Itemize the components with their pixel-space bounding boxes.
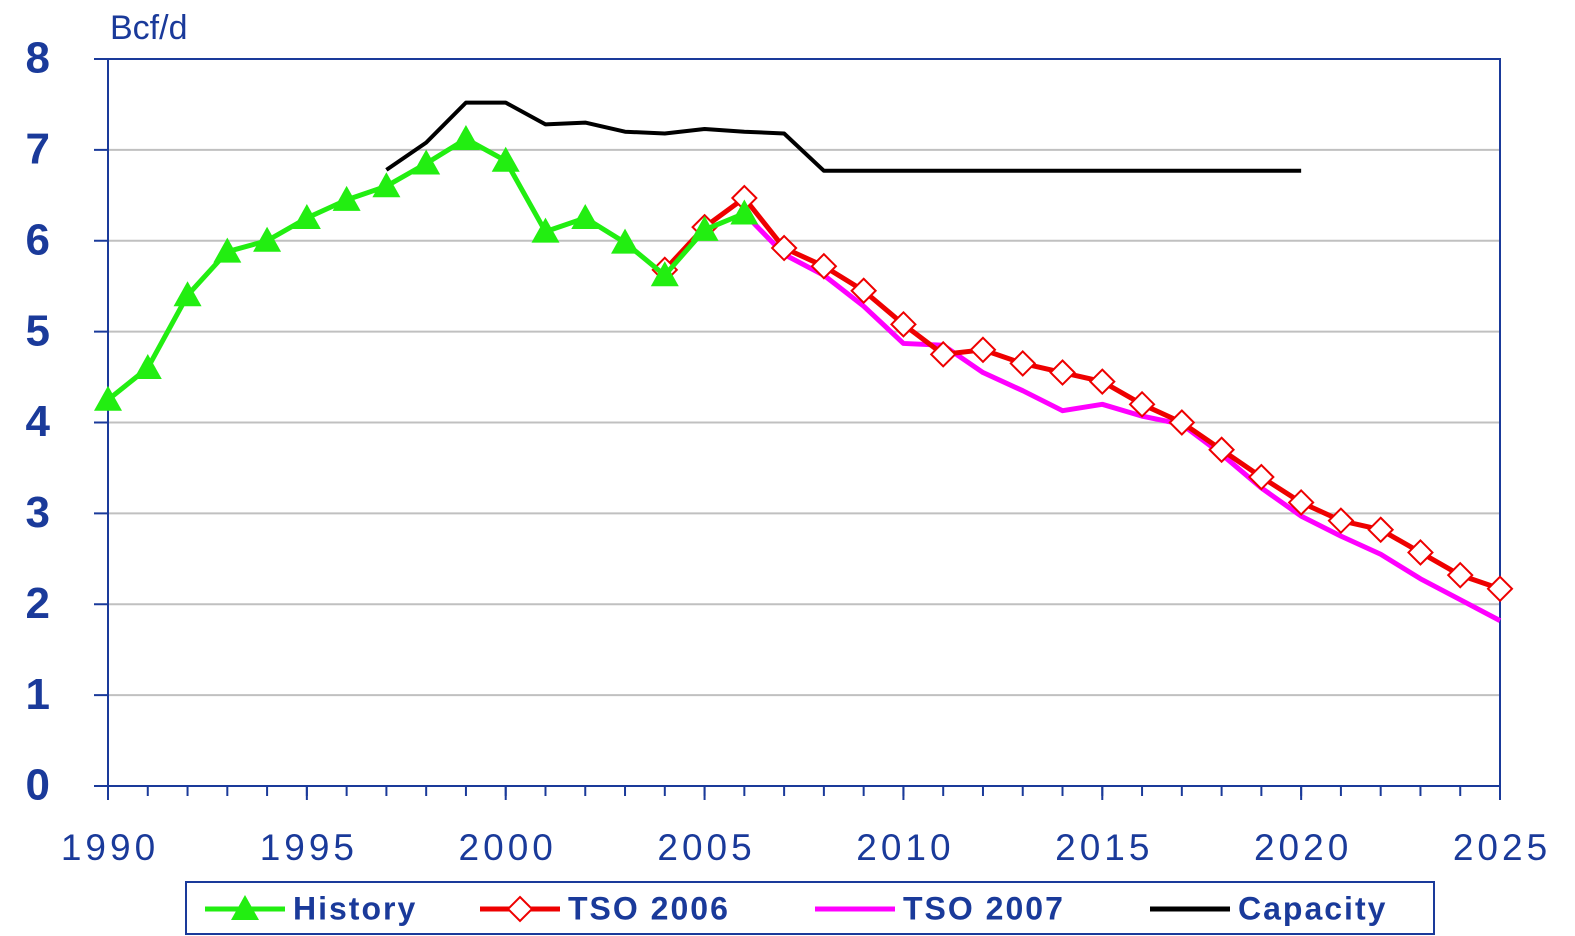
series-line — [385, 100, 1302, 173]
marker — [213, 237, 242, 263]
marker — [372, 172, 401, 198]
marker — [571, 204, 600, 230]
marker — [1287, 489, 1315, 516]
marker — [929, 340, 957, 368]
series-line — [106, 136, 746, 402]
marker — [1407, 539, 1434, 566]
legend-marker — [231, 895, 259, 920]
marker — [491, 146, 520, 172]
marker — [611, 228, 640, 254]
y-tick-label: 4 — [26, 397, 51, 446]
marker — [292, 204, 321, 230]
y-tick-label: 0 — [26, 761, 50, 810]
marker — [94, 385, 122, 411]
marker — [412, 149, 441, 175]
marker — [1168, 409, 1196, 436]
y-axis-label: Bcf/d — [110, 9, 187, 47]
marker — [173, 281, 202, 307]
marker — [1208, 436, 1236, 464]
marker — [1088, 368, 1116, 396]
marker — [1049, 359, 1076, 386]
legend-label: Capacity — [1238, 890, 1387, 926]
marker — [690, 215, 719, 241]
y-tick-label: 1 — [26, 670, 50, 719]
marker — [253, 226, 282, 252]
legend-label: TSO 2007 — [903, 890, 1065, 926]
x-tick-label: 2010 — [856, 827, 954, 868]
marker — [531, 217, 560, 243]
y-tick-label: 7 — [26, 125, 50, 174]
marker — [1247, 463, 1275, 491]
marker — [969, 336, 997, 364]
marker — [810, 252, 838, 280]
marker — [1128, 390, 1156, 418]
x-tick-label: 2005 — [657, 827, 755, 868]
marker — [1009, 350, 1037, 377]
series-line — [742, 211, 1502, 623]
legend-marker — [506, 895, 534, 923]
plot-border — [107, 58, 1501, 787]
marker — [1327, 507, 1355, 535]
marker — [650, 261, 679, 287]
marker — [1446, 561, 1474, 589]
x-tick-label: 1995 — [260, 827, 358, 868]
y-tick-label: 5 — [26, 306, 50, 355]
legend-label: TSO 2006 — [568, 890, 730, 926]
marker — [770, 234, 798, 262]
y-tick-label: 2 — [26, 579, 50, 628]
x-tick-label: 2015 — [1055, 827, 1153, 868]
marker — [730, 199, 759, 225]
x-tick-label: 2020 — [1254, 827, 1352, 868]
marker — [890, 310, 917, 338]
marker — [332, 185, 361, 211]
y-tick-label: 3 — [26, 488, 50, 537]
marker — [1486, 575, 1514, 603]
y-tick-label: 6 — [26, 215, 50, 264]
y-tick-label: 8 — [26, 34, 50, 83]
x-tick-label: 2000 — [459, 827, 557, 868]
marker — [451, 124, 480, 150]
series-line — [662, 195, 1501, 592]
legend-label: History — [293, 890, 417, 926]
x-tick-label: 1990 — [61, 827, 159, 868]
marker — [850, 277, 878, 305]
marker — [1367, 516, 1395, 544]
marker — [133, 353, 162, 379]
x-tick-label: 2025 — [1453, 827, 1551, 868]
